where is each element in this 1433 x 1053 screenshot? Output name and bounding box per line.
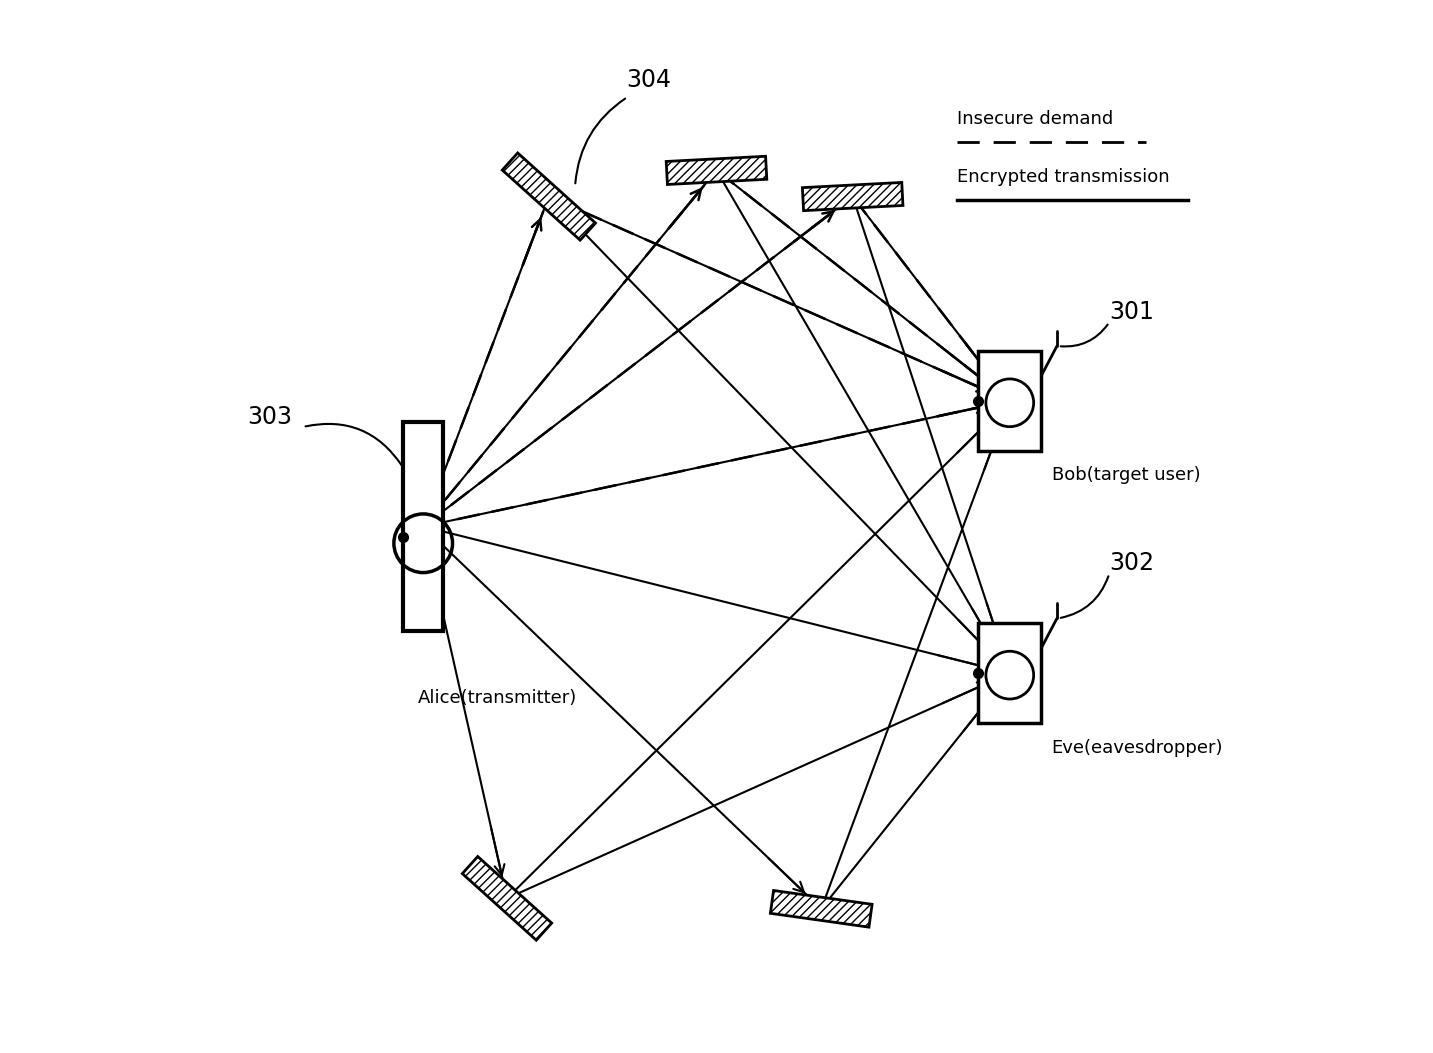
Text: Bob(target user): Bob(target user) [1052,466,1201,484]
Text: 302: 302 [1109,551,1155,575]
Bar [463,856,552,940]
Bar [666,156,767,184]
Bar [802,182,903,211]
Bar [979,351,1042,451]
Text: Insecure demand: Insecure demand [957,111,1113,128]
Text: Alice(transmitter): Alice(transmitter) [418,689,577,707]
Text: 304: 304 [626,67,671,92]
Bar [503,153,596,240]
Bar [403,422,443,631]
Text: 301: 301 [1109,300,1154,323]
Text: 303: 303 [248,404,292,429]
Bar [771,891,873,927]
Text: Eve(eavesdropper): Eve(eavesdropper) [1052,738,1224,757]
Bar [979,623,1042,723]
Text: Encrypted transmission: Encrypted transmission [957,168,1169,186]
